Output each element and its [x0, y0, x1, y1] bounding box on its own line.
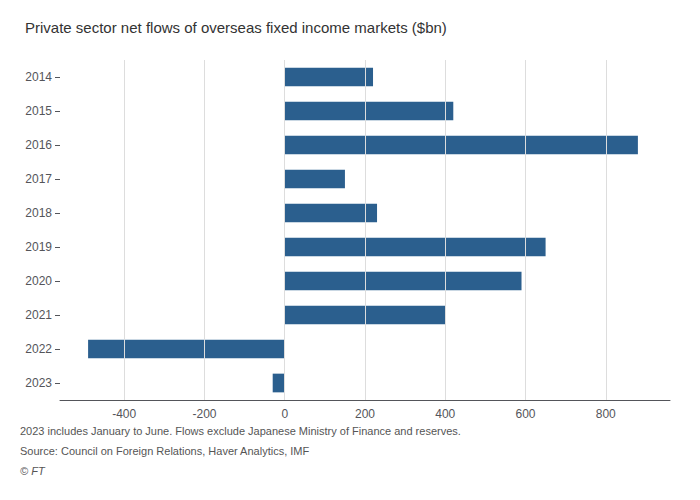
svg-text:2014: 2014 [25, 70, 52, 84]
svg-text:-200: -200 [192, 407, 216, 421]
svg-text:2017: 2017 [25, 172, 52, 186]
svg-text:400: 400 [435, 407, 455, 421]
svg-text:2023: 2023 [25, 376, 52, 390]
svg-text:© FT: © FT [20, 465, 46, 477]
svg-text:2016: 2016 [25, 138, 52, 152]
svg-text:600: 600 [516, 407, 536, 421]
svg-text:0: 0 [281, 407, 288, 421]
svg-text:2023 includes January to June.: 2023 includes January to June. Flows exc… [20, 425, 461, 437]
svg-text:2021: 2021 [25, 308, 52, 322]
svg-text:800: 800 [596, 407, 616, 421]
svg-text:2020: 2020 [25, 274, 52, 288]
svg-text:-400: -400 [112, 407, 136, 421]
svg-text:Private sector net flows of ov: Private sector net flows of overseas fix… [25, 19, 447, 36]
svg-text:2022: 2022 [25, 342, 52, 356]
svg-text:2019: 2019 [25, 240, 52, 254]
svg-text:200: 200 [355, 407, 375, 421]
svg-text:Source: Council on Foreign Rel: Source: Council on Foreign Relations, Ha… [20, 445, 309, 457]
svg-text:2018: 2018 [25, 206, 52, 220]
svg-text:2015: 2015 [25, 104, 52, 118]
